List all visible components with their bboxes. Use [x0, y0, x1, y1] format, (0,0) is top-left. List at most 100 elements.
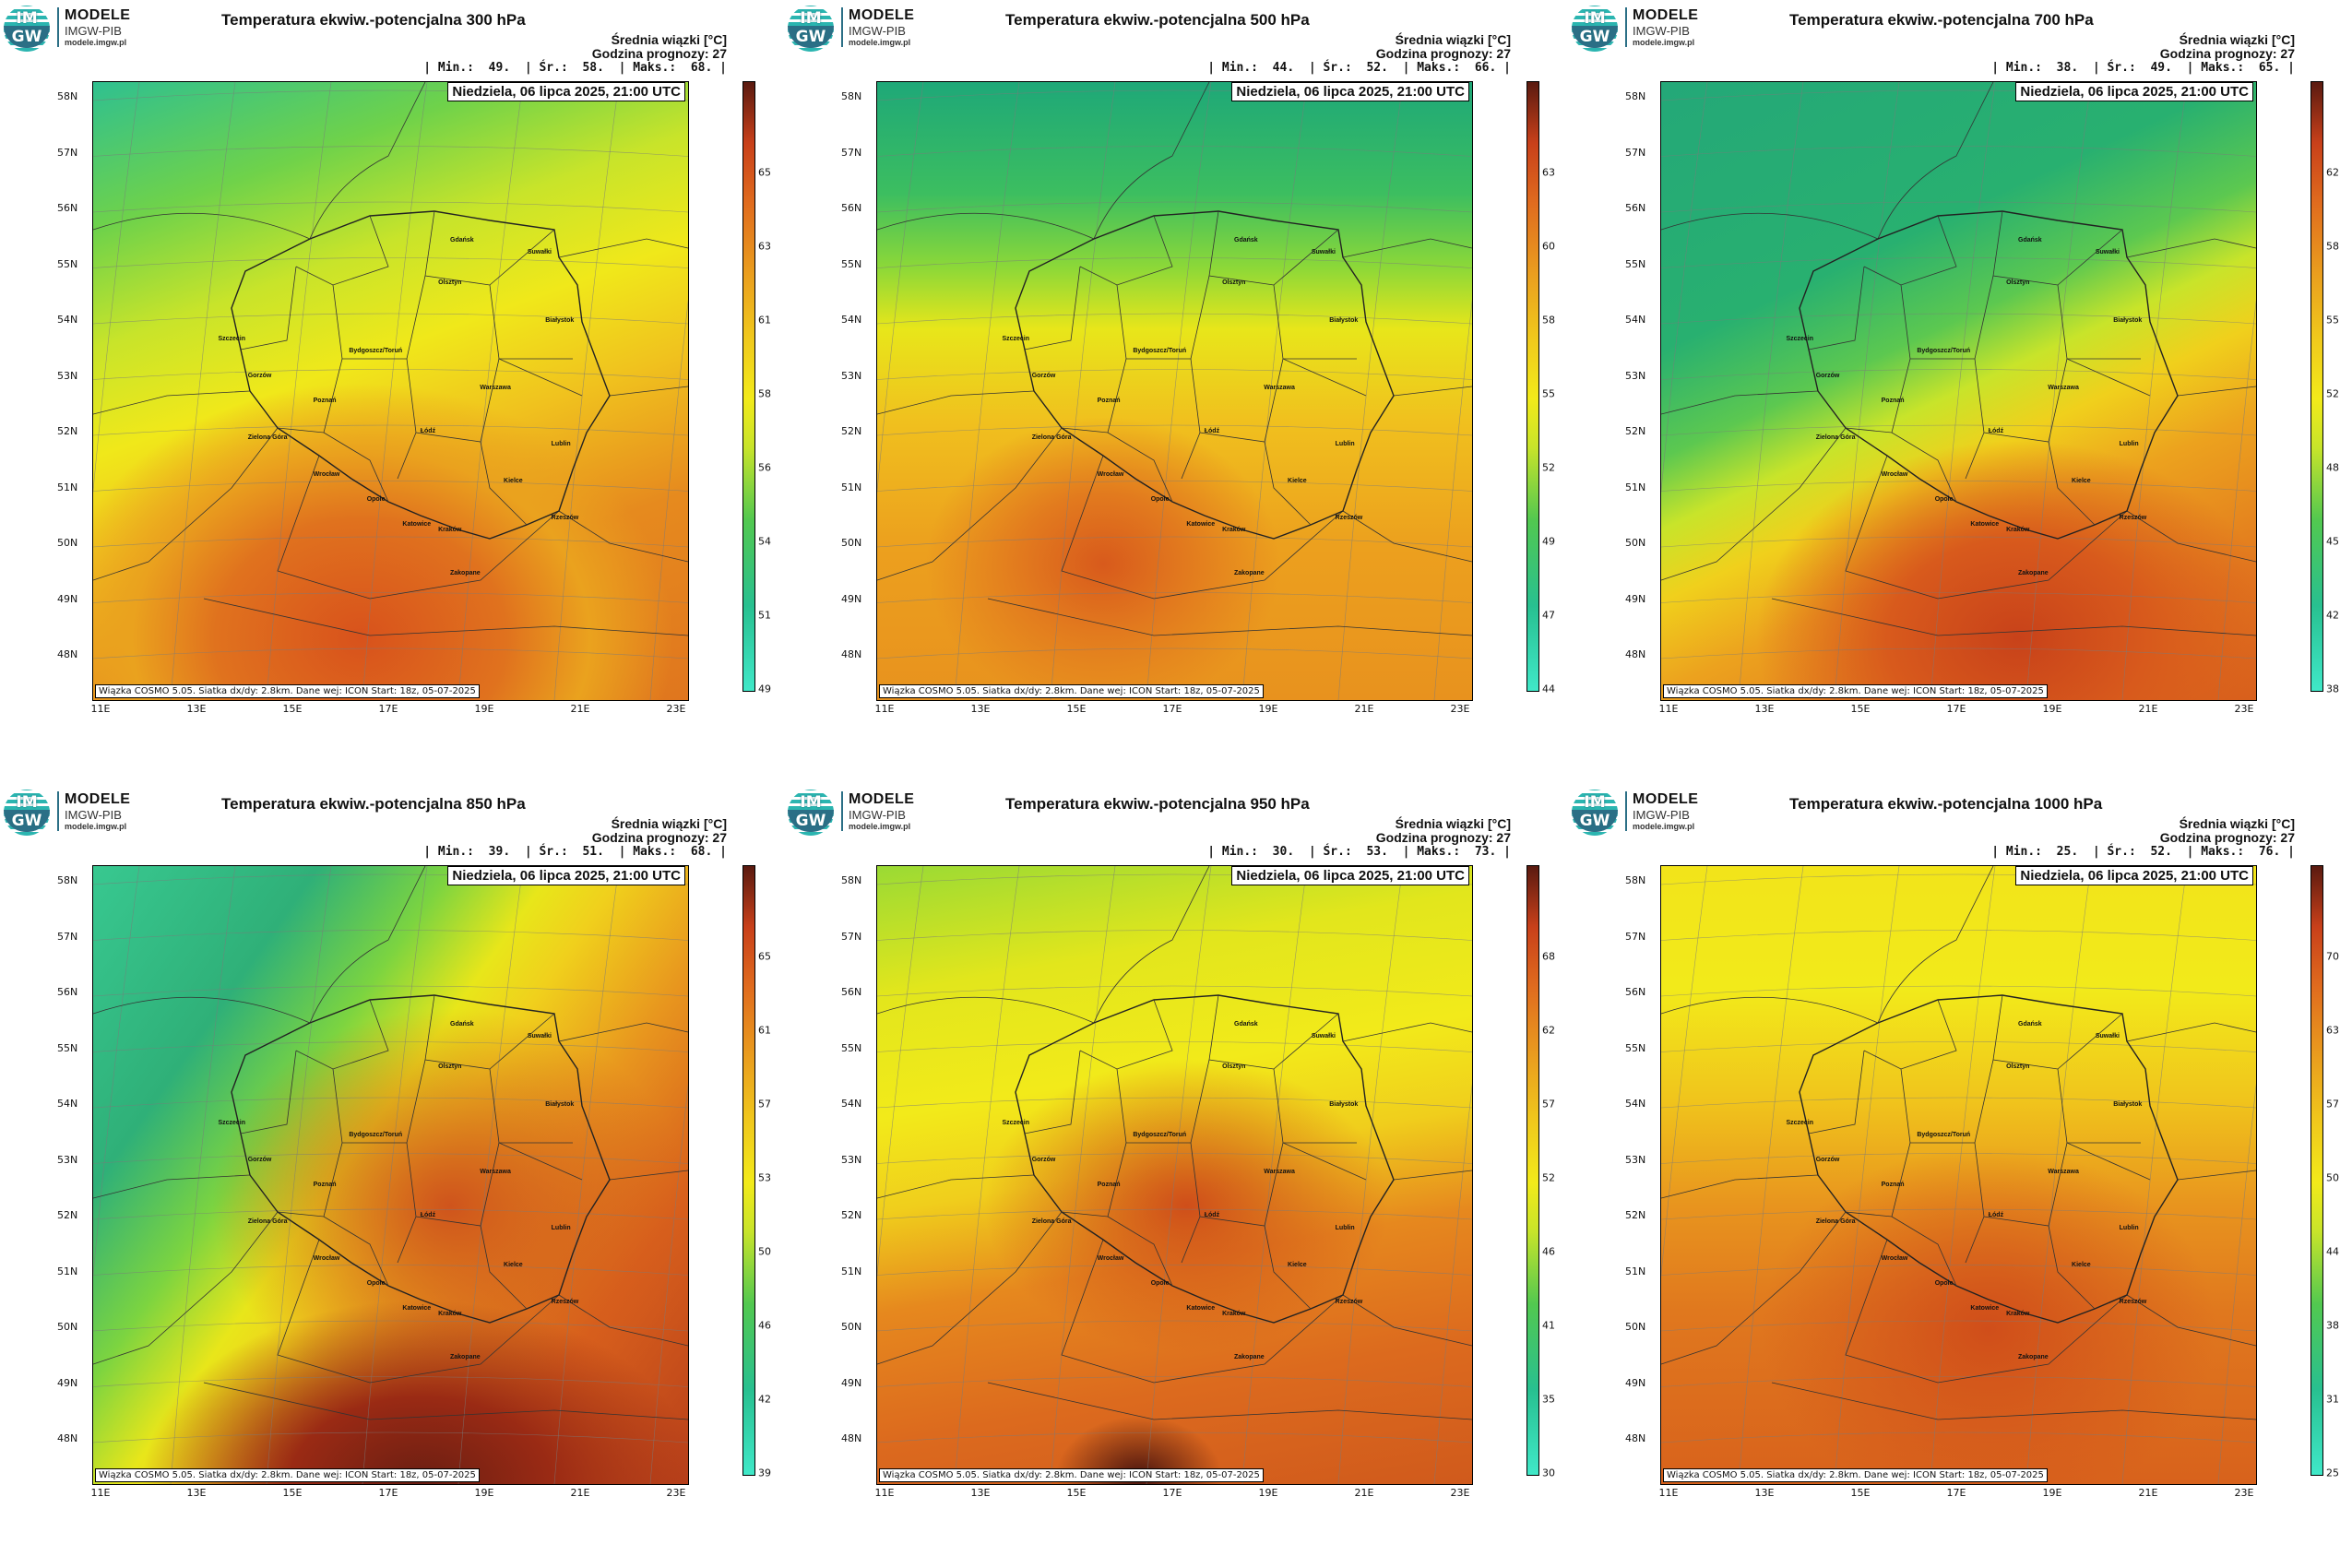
poland-border: [231, 210, 611, 540]
city-label: Olsztyn: [2006, 279, 2030, 287]
longitude-label: 19E: [2042, 703, 2062, 715]
latitude-label: 57N: [57, 930, 78, 943]
latitude-label: 54N: [57, 1098, 78, 1110]
city-label: Lublin: [1335, 1224, 1355, 1231]
map-overlay: [93, 82, 688, 700]
longitude-label: 19E: [474, 703, 494, 715]
city-label: Szczecin: [1786, 335, 1814, 342]
valid-date: Niedziela, 06 lipca 2025, 21:00 UTC: [2015, 866, 2253, 885]
longitude-label: 21E: [1354, 1487, 1374, 1499]
latitude-label: 48N: [1625, 648, 1646, 660]
city-label: Poznań: [313, 1181, 337, 1188]
map-overlay: [1661, 866, 2256, 1484]
longitude-label: 13E: [186, 1487, 207, 1499]
city-label: Kielce: [504, 1261, 523, 1268]
colorbar-tick-label: 44: [2326, 1245, 2339, 1258]
colorbar-tick-label: 46: [1542, 1245, 1555, 1258]
city-label: Zielona Góra: [1031, 434, 1072, 441]
latitude-label: 56N: [57, 202, 78, 214]
latitude-label: 55N: [841, 257, 862, 270]
city-label: Rzeszów: [1335, 1299, 1363, 1305]
city-label: Rzeszów: [2119, 1299, 2147, 1305]
latitude-label: 57N: [841, 146, 862, 159]
city-label: Suwałki: [1311, 1032, 1336, 1039]
longitude-label: 15E: [282, 1487, 303, 1499]
panel-title: Temperatura ekwiw.-potencjalna 950 hPa: [1005, 795, 1310, 813]
model-credit: Wiązka COSMO 5.05. Siatka dx/dy: 2.8km. …: [1663, 684, 2048, 698]
city-label: Opole: [1150, 495, 1170, 503]
logo-name: MODELE: [849, 7, 915, 23]
longitude-label: 23E: [2234, 703, 2254, 715]
latitude-label: 55N: [57, 1041, 78, 1054]
latitude-label: 49N: [1625, 1376, 1646, 1389]
city-label: Katowice: [402, 1304, 432, 1312]
city-label: Białystok: [1329, 1100, 1359, 1108]
colorbar-tick-label: 41: [1542, 1319, 1555, 1332]
city-label: Suwałki: [527, 248, 552, 255]
colorbar: [2310, 865, 2323, 1476]
latitude-label: 53N: [841, 1153, 862, 1166]
latitude-label: 51N: [1625, 1265, 1646, 1277]
latitude-label: 52N: [1625, 425, 1646, 437]
latitude-label: 54N: [841, 1098, 862, 1110]
colorbar-tick-label: 55: [2326, 314, 2339, 327]
temperature-map: Gdańsk Olsztyn Suwałki Szczecin Bydgoszcz/To…: [1660, 865, 2257, 1485]
stats-box: Średnia wiązki [°C] Godzina prognozy: 27…: [1207, 32, 1511, 76]
city-label: Gdańsk: [450, 236, 474, 244]
logo-name: MODELE: [65, 7, 131, 23]
latitude-label: 58N: [1625, 90, 1646, 102]
city-label: Bydgoszcz/Toruń: [1917, 1132, 1971, 1139]
colorbar-tick-label: 56: [758, 461, 771, 474]
colorbar-tick-label: 57: [2326, 1098, 2339, 1111]
longitude-label: 11E: [1658, 1487, 1679, 1499]
colorbar-tick-label: 49: [1542, 535, 1555, 548]
city-label: Kielce: [1288, 1261, 1307, 1268]
latitude-label: 56N: [841, 202, 862, 214]
longitude-label: 17E: [1946, 1487, 1966, 1499]
avg-value: 52.: [1366, 61, 1388, 75]
logo-url: modele.imgw.pl: [849, 38, 911, 47]
avg-value: 49.: [2150, 61, 2172, 75]
city-label: Warszawa: [2048, 1169, 2079, 1176]
forecast-panel-p1000: IM GW MODELE IMGW-PIB modele.imgw.pl Temp…: [1568, 784, 2352, 1568]
city-label: Katowice: [1970, 520, 2000, 528]
latitude-label: 51N: [841, 481, 862, 493]
stats-title: Średnia wiązki [°C]: [1395, 32, 1511, 47]
forecast-panel-p850: IM GW MODELE IMGW-PIB modele.imgw.pl Temp…: [0, 784, 784, 1568]
stats-title: Średnia wiązki [°C]: [2179, 32, 2295, 47]
colorbar-tick-label: 25: [2326, 1467, 2339, 1479]
valid-date: Niedziela, 06 lipca 2025, 21:00 UTC: [1231, 866, 1469, 885]
logo-name: MODELE: [849, 791, 915, 807]
latitude-label: 50N: [1625, 1321, 1646, 1333]
city-label: Szczecin: [1786, 1119, 1814, 1126]
colorbar-tick-label: 46: [758, 1319, 771, 1332]
imgw-logo: IM GW MODELE IMGW-PIB modele.imgw.pl: [1572, 790, 1719, 836]
latitude-label: 56N: [841, 986, 862, 998]
longitude-label: 23E: [1450, 1487, 1470, 1499]
colorbar-tick-label: 58: [758, 387, 771, 400]
forecast-panel-p300: IM GW MODELE IMGW-PIB modele.imgw.pl Temp…: [0, 0, 784, 784]
city-label: Łódź: [420, 428, 436, 435]
longitude-label: 23E: [666, 1487, 686, 1499]
colorbar-tick-label: 30: [1542, 1467, 1555, 1479]
map-overlay: [877, 82, 1472, 700]
stats-box: Średnia wiązki [°C] Godzina prognozy: 27…: [423, 33, 727, 76]
longitude-label: 13E: [970, 1487, 991, 1499]
latitude-label: 49N: [57, 592, 78, 605]
colorbar-tick-label: 53: [758, 1171, 771, 1184]
city-label: Warszawa: [1264, 385, 1295, 392]
colorbar-tick-label: 55: [1542, 387, 1555, 400]
city-label: Opole: [1150, 1279, 1170, 1287]
colorbar-tick-label: 42: [758, 1393, 771, 1406]
logo-url: modele.imgw.pl: [1633, 38, 1695, 47]
city-label: Kielce: [2072, 477, 2091, 484]
city-label: Suwałki: [1311, 248, 1336, 255]
city-label: Zakopane: [1234, 1354, 1265, 1361]
latitude-label: 49N: [1625, 592, 1646, 605]
city-label: Kraków: [1222, 1311, 1246, 1318]
colorbar: [742, 865, 755, 1476]
logo-org: IMGW-PIB: [1633, 24, 1690, 38]
forecast-panel-p950: IM GW MODELE IMGW-PIB modele.imgw.pl Temp…: [784, 784, 1568, 1568]
city-label: Białystok: [545, 316, 575, 324]
city-label: Poznań: [1881, 1181, 1905, 1188]
